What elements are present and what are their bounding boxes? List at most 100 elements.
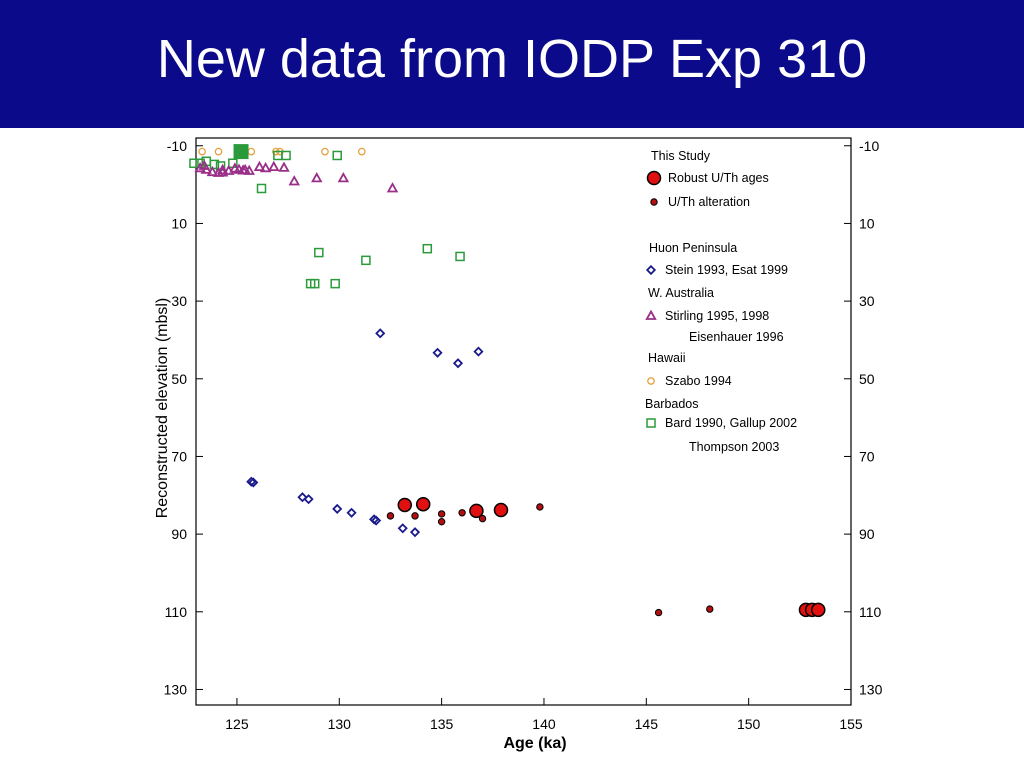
point-barbados <box>309 278 320 289</box>
point-this_study_altered <box>386 512 395 520</box>
title-bar <box>0 0 1024 128</box>
point-this_study_altered <box>478 514 487 523</box>
legend-marker-waustralia <box>645 309 657 320</box>
y-tick-label-left: 30 <box>171 293 187 309</box>
y-tick-label-left: 10 <box>171 215 187 231</box>
y-tick-label-left: 70 <box>171 448 187 464</box>
legend-header: Barbados <box>645 397 699 411</box>
point-waustralia <box>198 159 210 170</box>
legend-header: Huon Peninsula <box>649 241 737 255</box>
point-barbados <box>361 255 371 266</box>
point-waustralia <box>386 182 399 193</box>
legend-marker-huon <box>645 264 657 276</box>
point-this_study_altered <box>437 517 446 526</box>
legend-header: This Study <box>651 149 711 163</box>
point-waustralia <box>216 163 229 175</box>
y-tick-label-right: 70 <box>859 448 875 464</box>
point-huon <box>297 492 308 503</box>
point-huon <box>303 494 314 505</box>
point-hawaii <box>247 147 256 156</box>
point-waustralia <box>259 161 272 173</box>
x-tick-label: 155 <box>839 716 863 732</box>
point-this_study_altered <box>437 510 446 518</box>
point-this_study_robust <box>415 496 431 512</box>
point-huon <box>452 358 464 369</box>
legend-marker-this_study_robust <box>646 170 662 186</box>
legend-marker-barbados <box>646 418 656 428</box>
point-barbados <box>189 158 199 168</box>
y-tick-label-right: 50 <box>859 371 875 387</box>
point-barbados <box>281 150 291 161</box>
point-hawaii <box>321 147 329 156</box>
point-this_study_altered <box>706 605 714 613</box>
legend-header: W. Australia <box>648 286 714 300</box>
point-this_study_robust <box>493 502 509 518</box>
y-tick-label-right: 110 <box>859 604 882 620</box>
y-tick-label-right: 30 <box>859 293 875 309</box>
point-this_study_altered <box>654 608 663 617</box>
y-tick-label-right: 90 <box>859 526 875 542</box>
legend-item: Stein 1993, Esat 1999 <box>665 263 788 277</box>
y-tick-label-right: -10 <box>859 138 879 154</box>
point-waustralia <box>288 175 300 186</box>
point-waustralia <box>243 164 255 175</box>
point-barbados <box>314 247 324 258</box>
point-barbados_filled <box>233 144 249 160</box>
point-waustralia <box>237 164 249 175</box>
point-waustralia <box>268 160 280 172</box>
legend-item: Szabo 1994 <box>665 374 732 388</box>
point-barbados <box>332 150 342 161</box>
point-huon <box>432 347 443 358</box>
point-huon <box>397 523 408 534</box>
point-huon <box>473 346 484 357</box>
x-tick-label: 130 <box>328 716 352 732</box>
plot-border <box>195 137 852 706</box>
point-waustralia <box>311 172 323 183</box>
y-tick-label-right: 10 <box>859 215 875 231</box>
legend-item: Stirling 1995, 1998 <box>665 309 769 323</box>
legend-marker-this_study_altered <box>650 198 658 206</box>
point-waustralia <box>206 165 219 177</box>
point-hawaii <box>198 147 206 156</box>
point-this_study_robust <box>811 602 826 618</box>
plot-frame <box>195 137 852 706</box>
point-waustralia <box>253 160 266 172</box>
point-huon <box>346 507 357 518</box>
data-points <box>189 144 826 618</box>
y-tick-label-left: -10 <box>167 138 187 154</box>
slide-title: New data from IODP Exp 310 <box>156 29 868 89</box>
x-tick-label: 125 <box>225 716 249 732</box>
legend-item: Bard 1990, Gallup 2002 <box>665 416 797 430</box>
point-waustralia <box>337 172 350 183</box>
axis-ticks: 125 130 135 140 145 150 155 -10 -10 10 10 30 30 50 50 7… <box>164 138 883 732</box>
legend-header: Hawaii <box>648 351 686 365</box>
legend-cont: Eisenhauer 1996 <box>689 330 784 344</box>
point-this_study_altered <box>536 503 544 511</box>
point-this_study_robust <box>397 497 413 513</box>
point-huon <box>375 328 386 339</box>
point-hawaii <box>357 147 366 156</box>
point-barbados <box>455 251 465 262</box>
legend-item: Robust U/Th ages <box>668 171 769 185</box>
point-barbados <box>330 278 340 289</box>
point-barbados <box>256 183 267 194</box>
x-tick-label: 140 <box>532 716 556 732</box>
legend-cont: Thompson 2003 <box>689 440 779 454</box>
legend-marker-hawaii <box>647 377 655 385</box>
legend: This Study Robust U/Th ages U/Th alteratio… <box>645 149 797 454</box>
y-tick-label-right: 130 <box>859 681 883 697</box>
point-this_study_robust <box>469 503 484 519</box>
point-huon <box>409 527 421 538</box>
x-tick-label: 145 <box>635 716 659 732</box>
point-waustralia <box>194 161 206 173</box>
point-waustralia <box>278 161 290 172</box>
legend-item: U/Th alteration <box>668 195 750 209</box>
point-barbados <box>209 159 220 170</box>
x-axis-title: Age (ka) <box>503 735 566 752</box>
x-tick-label: 135 <box>430 716 454 732</box>
point-barbados <box>273 150 283 161</box>
point-hawaii <box>214 147 223 156</box>
y-tick-label-left: 50 <box>171 371 187 387</box>
point-waustralia <box>216 166 229 177</box>
